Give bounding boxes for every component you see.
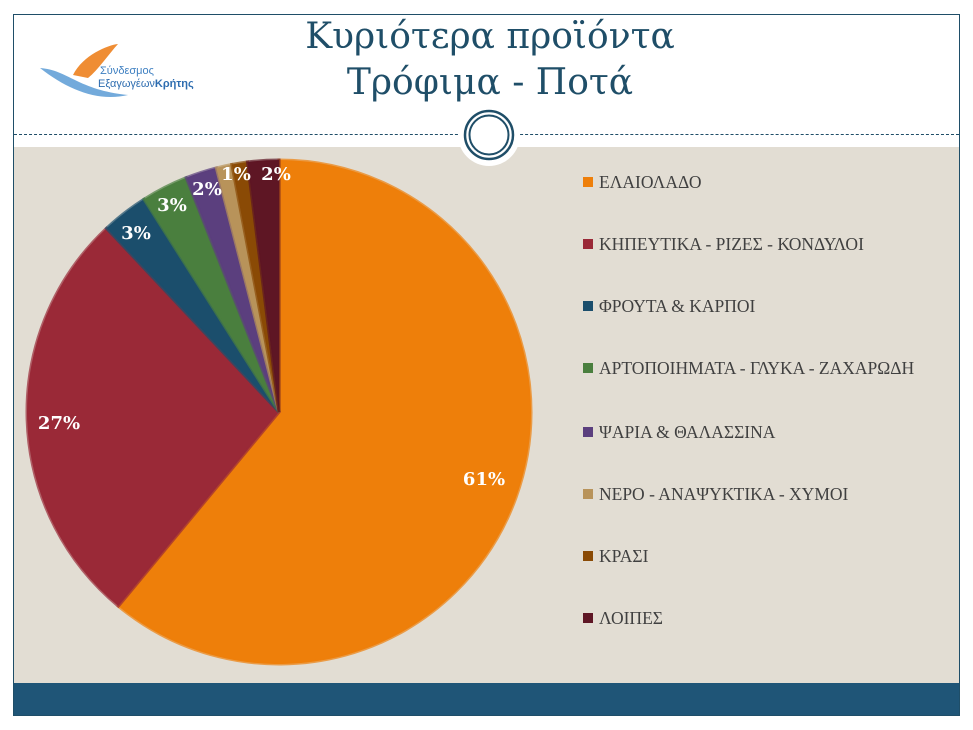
legend-label: ΛΟΙΠΕΣ <box>599 608 663 628</box>
footer-band <box>14 683 959 715</box>
title-line-1: Κυριότερα προϊόντα <box>305 16 675 57</box>
legend-item: ΚΡΑΣΙ <box>583 544 944 568</box>
legend-label: ΝΕΡΟ - ΑΝΑΨΥΚΤΙΚΑ - ΧΥΜΟΙ <box>599 484 849 504</box>
legend-item: ΨΑΡΙΑ & ΘΑΛΑΣΣΙΝΑ <box>583 420 944 444</box>
pie-chart: 61%27%3%3%2%1% 2% <box>25 158 533 666</box>
data-label: 3% <box>157 195 187 216</box>
legend-swatch <box>583 363 593 373</box>
logo-text-2b: Κρήτης <box>155 78 194 90</box>
title-line-2: Τρόφιμα - Ποτά <box>346 62 634 103</box>
ring-icon <box>463 109 515 161</box>
data-label: 61% <box>463 469 505 490</box>
logo-text-1: Σύνδεσμος <box>100 65 154 77</box>
chart-area: 61% 27% 3% 3% 2% 1% 2% ΕΛΑΙΟΛΑΔΟ ΚΗΠΕΥΤΙΚΑ - ΡΙ… <box>14 147 959 683</box>
pie-slice-1 <box>25 226 281 609</box>
legend-label: ΦΡΟΥΤΑ & ΚΑΡΠΟΙ <box>599 296 756 316</box>
legend-swatch <box>583 301 593 311</box>
legend-swatch <box>583 551 593 561</box>
data-label: 2% <box>192 179 222 200</box>
legend-label: ΚΗΠΕΥΤΙΚΑ - ΡΙΖΕΣ - ΚΟΝΔΥΛΟΙ <box>599 234 864 254</box>
legend-item: ΦΡΟΥΤΑ & ΚΑΡΠΟΙ <box>583 294 944 318</box>
logo-text-2a: Εξαγωγέων <box>98 78 155 90</box>
logo-graphic: Σύνδεσμος ΕξαγωγέωνΚρήτης <box>40 44 194 97</box>
legend-label: ΚΡΑΣΙ <box>599 546 649 566</box>
legend-swatch <box>583 177 593 187</box>
legend-label: ΨΑΡΙΑ & ΘΑΛΑΣΣΙΝΑ <box>599 422 776 442</box>
logo: Σύνδεσμος ΕξαγωγέωνΚρήτης <box>38 40 218 102</box>
legend-swatch <box>583 427 593 437</box>
pie-slice-0 <box>116 158 533 666</box>
legend-item: ΕΛΑΙΟΛΑΔΟ <box>583 170 944 194</box>
legend-label: ΕΛΑΙΟΛΑΔΟ <box>599 172 702 192</box>
legend-swatch <box>583 613 593 623</box>
circle-ornament <box>458 104 520 166</box>
legend-item: ΛΟΙΠΕΣ <box>583 606 944 630</box>
legend-label: ΑΡΤΟΠΟΙΗΜΑΤΑ - ΓΛΥΚΑ - ΖΑΧΑΡΩΔΗ <box>599 358 915 378</box>
data-label: 1% <box>221 164 251 185</box>
data-label: 27% <box>38 413 80 434</box>
legend-swatch <box>583 489 593 499</box>
legend-swatch <box>583 239 593 249</box>
svg-text:ΕξαγωγέωνΚρήτης: ΕξαγωγέωνΚρήτης <box>98 78 194 90</box>
slide-title: Κυριότερα προϊόντα Τρόφιμα - Ποτά <box>200 14 780 106</box>
data-label: 3% <box>121 223 151 244</box>
pie-slice-7 <box>245 158 281 413</box>
legend-item: ΚΗΠΕΥΤΙΚΑ - ΡΙΖΕΣ - ΚΟΝΔΥΛΟΙ <box>583 232 944 256</box>
legend-item: ΑΡΤΟΠΟΙΗΜΑΤΑ - ΓΛΥΚΑ - ΖΑΧΑΡΩΔΗ <box>583 356 944 380</box>
data-label: 2% <box>261 164 291 185</box>
legend-item: ΝΕΡΟ - ΑΝΑΨΥΚΤΙΚΑ - ΧΥΜΟΙ <box>583 482 944 506</box>
